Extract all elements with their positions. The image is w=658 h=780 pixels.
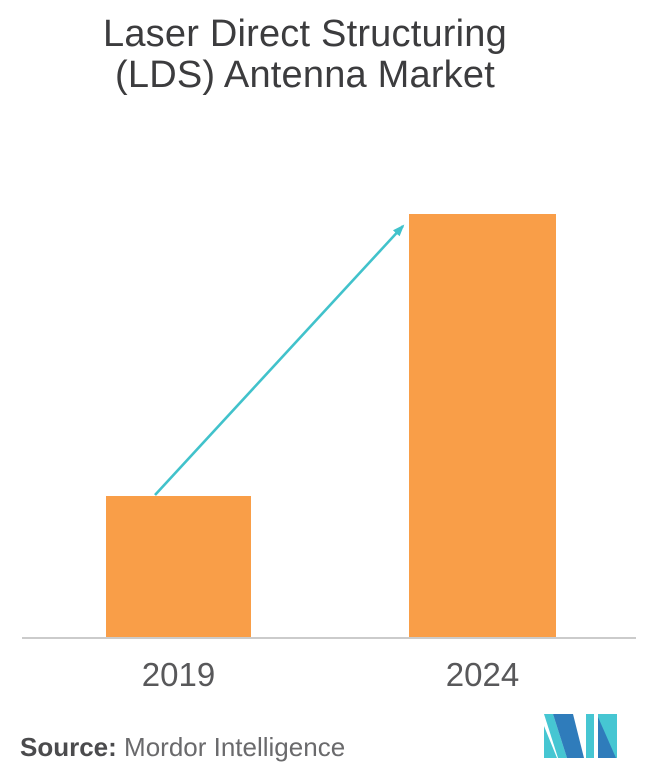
bar-2019 xyxy=(106,496,251,638)
source-label: Source: xyxy=(20,732,117,762)
x-axis-line xyxy=(22,637,636,639)
mordor-intelligence-logo-icon xyxy=(544,714,617,758)
chart-title: Laser Direct Structuring (LDS) Antenna M… xyxy=(0,14,610,96)
source-name: Mordor Intelligence xyxy=(116,732,346,762)
chart-title-line1: Laser Direct Structuring xyxy=(103,13,507,55)
source-line: Source: Mordor Intelligence xyxy=(20,732,345,763)
growth-arrow-line xyxy=(154,224,405,496)
chart-title-line2: (LDS) Antenna Market xyxy=(115,54,495,96)
x-tick-label-2024: 2024 xyxy=(445,656,520,693)
x-tick-label-2019: 2019 xyxy=(141,656,216,693)
bar-2024 xyxy=(409,214,556,638)
